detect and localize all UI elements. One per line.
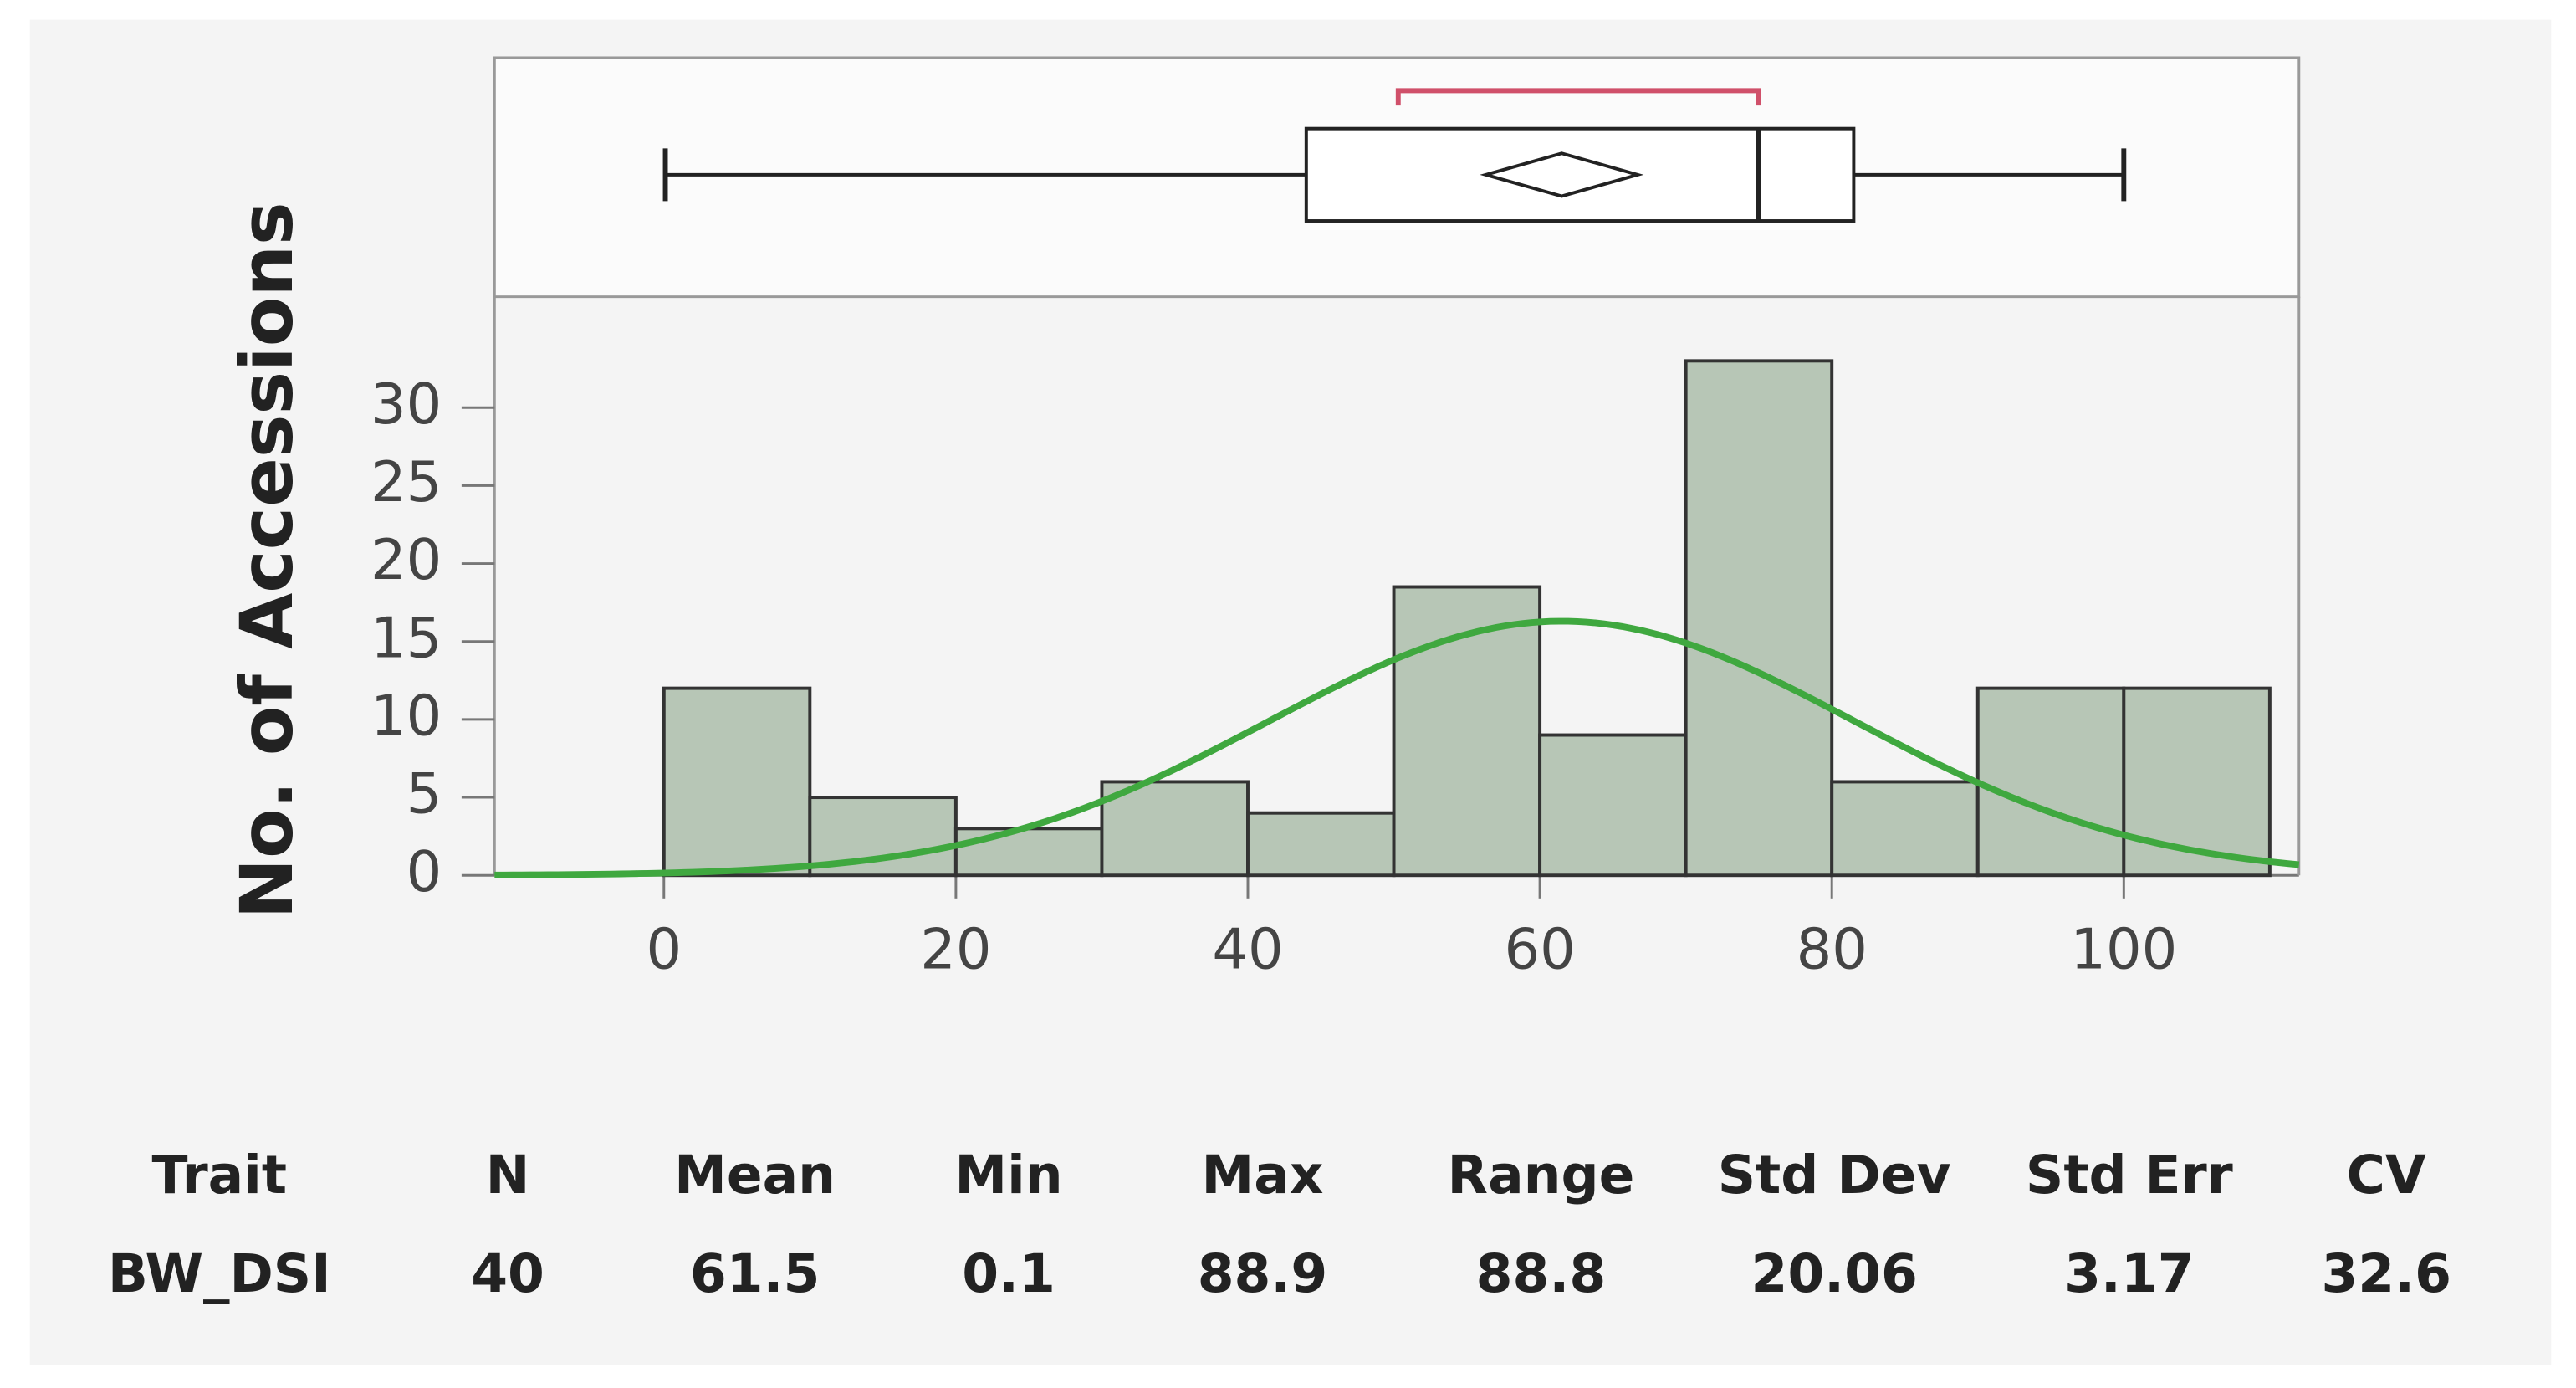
y-tick-label: 10 [371,683,442,748]
table-cell: 61.5 [690,1242,820,1304]
bar [1246,811,1396,878]
y-tick-label: 0 [406,839,442,904]
bar [2122,686,2272,878]
table-header: Trait [152,1144,287,1206]
box [1304,126,1856,223]
table-header: Std Dev [1718,1144,1951,1206]
x-tick-label: 80 [1797,916,1868,981]
y-tick-label: 15 [371,605,442,670]
x-tick-label: 100 [2070,916,2177,981]
y-tick-label: 20 [371,527,442,592]
table-cell: 88.8 [1476,1242,1607,1304]
table-header: N [486,1144,530,1206]
table-cell: 0.1 [962,1242,1055,1304]
table-cell: 88.9 [1198,1242,1328,1304]
bar [662,686,812,878]
bar [1392,585,1542,878]
x-tick-label: 60 [1504,916,1575,981]
table-cell: 32.6 [2321,1242,2451,1304]
table-header: CV [2347,1144,2426,1206]
table-header: Min [954,1144,1062,1206]
y-axis-label: No. of Accessions [226,202,309,919]
table-header: Std Err [2026,1144,2233,1206]
normal-curve [494,617,2300,878]
table-header: Max [1201,1144,1323,1206]
bar [1100,780,1250,878]
y-tick-label: 5 [406,761,442,827]
mean-diamond [1480,151,1644,198]
y-tick-label: 25 [371,449,442,515]
table-header: Range [1448,1144,1635,1206]
table-cell: 40 [471,1242,544,1304]
shortest-half [1395,88,1761,106]
table-cell: 3.17 [2064,1242,2195,1304]
bar [1830,780,1980,878]
x-tick-label: 0 [646,916,682,981]
x-tick-label: 40 [1212,916,1283,981]
y-tick-label: 30 [371,371,442,437]
bar [1975,686,2126,878]
table-cell: 20.06 [1751,1242,1917,1304]
bar [953,827,1104,878]
table-header: Mean [674,1144,836,1206]
x-tick-label: 20 [920,916,991,981]
table-cell: BW_DSI [108,1242,331,1304]
bar [1538,733,1688,878]
bar [1684,359,1834,878]
